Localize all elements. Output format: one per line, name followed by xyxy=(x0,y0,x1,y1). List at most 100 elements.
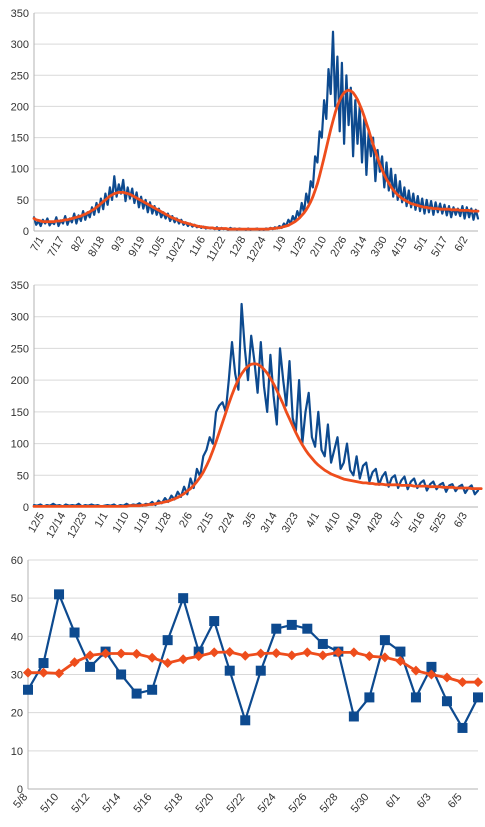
x-tick-label: 7/17 xyxy=(46,235,67,260)
x-tick-label: 5/17 xyxy=(429,235,450,260)
daily-point-marker xyxy=(162,635,173,646)
y-tick-label: 30 xyxy=(11,670,23,682)
x-tick-label: 3/23 xyxy=(280,511,301,536)
daily-point-marker xyxy=(54,589,65,600)
x-tick-label: 4/19 xyxy=(343,511,364,536)
average-point-marker xyxy=(364,651,375,662)
x-tick-label: 9/3 xyxy=(109,235,127,254)
x-tick-label: 2/10 xyxy=(308,235,329,260)
x-tick-label: 4/1 xyxy=(304,511,322,530)
x-tick-label: 5/30 xyxy=(349,791,372,815)
x-tick-label: 5/25 xyxy=(428,511,449,536)
daily-point-marker xyxy=(473,692,483,703)
daily-point-marker xyxy=(441,696,452,707)
y-tick-label: 10 xyxy=(11,746,23,758)
x-tick-label: 2/15 xyxy=(195,511,216,536)
average-point-marker xyxy=(116,648,127,659)
x-tick-label: 5/8 xyxy=(11,791,30,810)
daily-point-marker xyxy=(271,623,282,634)
average-point-marker xyxy=(147,652,158,663)
y-tick-label: 200 xyxy=(11,375,29,387)
y-tick-label: 300 xyxy=(11,39,29,51)
x-tick-label: 10/21 xyxy=(164,235,188,265)
x-tick-label: 2/26 xyxy=(328,235,349,260)
y-tick-label: 0 xyxy=(23,502,29,514)
x-tick-label: 5/20 xyxy=(194,791,217,815)
series-daily-line xyxy=(32,302,480,508)
daily-point-marker xyxy=(224,665,235,676)
x-tick-label: 1/1 xyxy=(93,511,111,530)
y-tick-label: 50 xyxy=(17,470,29,482)
average-point-marker xyxy=(224,646,235,657)
y-tick-label: 200 xyxy=(11,101,29,113)
daily-point-marker xyxy=(348,711,359,722)
x-tick-label: 7/1 xyxy=(29,235,47,254)
average-point-marker xyxy=(457,677,468,688)
y-tick-label: 350 xyxy=(11,8,29,20)
daily-point-marker xyxy=(395,646,406,657)
daily-point-marker xyxy=(364,692,375,703)
x-tick-label: 11/22 xyxy=(205,235,229,264)
x-tick-label: 3/30 xyxy=(369,235,390,260)
x-tick-label: 5/10 xyxy=(38,791,61,815)
x-tick-label: 12/14 xyxy=(44,511,68,541)
average-point-marker xyxy=(23,667,33,678)
average-point-marker xyxy=(162,658,173,669)
average-point-marker xyxy=(85,650,96,661)
daily-point-marker xyxy=(240,715,251,726)
x-tick-label: 5/22 xyxy=(225,791,248,815)
x-tick-label: 4/10 xyxy=(322,511,343,536)
y-tick-label: 0 xyxy=(23,226,29,238)
x-tick-label: 8/18 xyxy=(86,235,107,260)
daily-point-marker xyxy=(85,661,96,672)
y-tick-label: 100 xyxy=(11,439,29,451)
x-tick-label: 12/23 xyxy=(65,511,89,541)
x-tick-label: 5/16 xyxy=(407,511,428,536)
y-tick-label: 100 xyxy=(11,164,29,176)
x-tick-label: 5/1 xyxy=(412,235,430,254)
daily-point-marker xyxy=(209,616,220,627)
x-tick-label: 5/26 xyxy=(287,791,310,815)
x-tick-label: 12/24 xyxy=(245,235,269,265)
y-tick-label: 150 xyxy=(11,133,29,145)
average-point-marker xyxy=(255,648,266,659)
daily-point-marker xyxy=(457,722,468,733)
average-point-marker xyxy=(193,651,204,662)
average-point-marker xyxy=(69,657,80,668)
y-tick-label: 250 xyxy=(11,343,29,355)
x-tick-label: 1/19 xyxy=(132,511,153,536)
x-tick-label: 6/1 xyxy=(384,791,403,810)
y-tick-label: 40 xyxy=(11,631,23,643)
x-tick-label: 5/18 xyxy=(163,791,186,815)
average-point-marker xyxy=(441,672,452,683)
y-tick-label: 0 xyxy=(17,784,23,796)
daily-point-marker xyxy=(178,593,189,604)
daily-point-marker xyxy=(286,619,297,630)
daily-point-marker xyxy=(426,661,437,672)
series-average-line xyxy=(26,650,480,684)
x-tick-label: 6/2 xyxy=(452,235,470,254)
daily-point-marker xyxy=(379,635,390,646)
y-tick-label: 150 xyxy=(11,407,29,419)
y-tick-label: 50 xyxy=(11,593,23,605)
x-tick-label: 1/25 xyxy=(288,235,309,260)
x-tick-label: 3/5 xyxy=(241,511,259,530)
x-tick-label: 6/3 xyxy=(415,791,434,810)
y-tick-label: 350 xyxy=(11,280,29,292)
x-tick-label: 5/14 xyxy=(100,791,123,815)
average-point-marker xyxy=(240,650,251,661)
x-tick-label: 4/28 xyxy=(364,511,385,536)
y-tick-label: 300 xyxy=(11,312,29,324)
series-average-line xyxy=(32,88,480,231)
chart-full-period: 0 50 100 150 200 250 300 350 7/1 7/17 8/2 8/18 9/3 9/… xyxy=(11,8,480,265)
x-tick-label: 3/14 xyxy=(348,235,369,260)
x-tick-label: 9/19 xyxy=(126,235,147,260)
daily-point-marker xyxy=(131,688,142,699)
average-point-marker xyxy=(131,648,142,659)
average-point-marker xyxy=(426,669,437,680)
average-point-marker xyxy=(410,665,421,676)
daily-point-marker xyxy=(38,658,49,669)
average-point-marker xyxy=(317,650,328,661)
chart-last-30-days: 0 10 20 30 40 50 60 5/8 5/10 5/12 5/14 5/16 5/18 5/20… xyxy=(11,555,483,815)
